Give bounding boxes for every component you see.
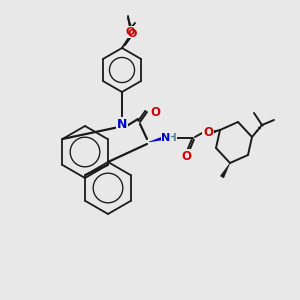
Text: N: N: [117, 118, 127, 130]
Polygon shape: [149, 136, 164, 142]
Text: N: N: [161, 133, 171, 143]
Text: O: O: [203, 125, 213, 139]
Text: O: O: [127, 29, 137, 39]
Text: O: O: [181, 149, 191, 163]
Text: H: H: [168, 133, 176, 143]
Text: O: O: [150, 106, 160, 118]
Polygon shape: [214, 130, 219, 133]
Text: O: O: [125, 27, 135, 37]
Polygon shape: [220, 163, 230, 178]
